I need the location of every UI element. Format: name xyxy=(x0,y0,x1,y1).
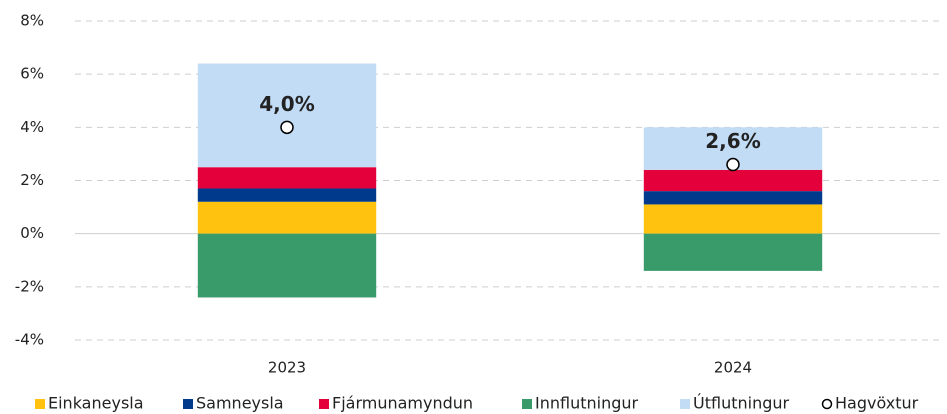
legend-label: Samneysla xyxy=(196,394,284,413)
growth-point xyxy=(280,120,294,135)
x-tick-label: 2023 xyxy=(268,359,306,377)
legend-swatch xyxy=(680,399,690,409)
bar-segment xyxy=(643,169,823,192)
data-label: 4,0% xyxy=(259,92,314,116)
bar-segment xyxy=(643,204,823,234)
bar-segment xyxy=(197,233,377,298)
bar-segment xyxy=(197,167,377,189)
y-tick-label: -4% xyxy=(15,331,44,349)
y-tick-label: 0% xyxy=(20,224,44,242)
legend-marker xyxy=(821,398,833,410)
x-tick-label: 2024 xyxy=(714,359,752,377)
bar-segment xyxy=(197,201,377,234)
y-tick-label: 4% xyxy=(20,118,44,136)
growth-point xyxy=(726,157,740,172)
y-tick-label: 2% xyxy=(20,171,44,189)
y-tick-label: 6% xyxy=(20,65,44,83)
y-tick-label: -2% xyxy=(15,277,44,295)
legend-label: Hagvöxtur xyxy=(835,394,919,413)
legend-swatch xyxy=(522,399,532,409)
bar-segment xyxy=(197,188,377,202)
bar-segment xyxy=(643,191,823,205)
data-label: 2,6% xyxy=(705,129,760,153)
legend-label: Útflutningur xyxy=(693,394,790,413)
bar-segment xyxy=(643,233,823,271)
y-tick-label: 8% xyxy=(20,12,44,30)
bar-segment xyxy=(197,63,377,168)
legend-swatch xyxy=(319,399,329,409)
legend-label: Innflutningur xyxy=(535,394,639,413)
legend-label: Fjármunamyndun xyxy=(332,394,473,413)
legend-swatch xyxy=(35,399,45,409)
legend-label: Einkaneysla xyxy=(48,394,144,413)
legend-swatch xyxy=(183,399,193,409)
